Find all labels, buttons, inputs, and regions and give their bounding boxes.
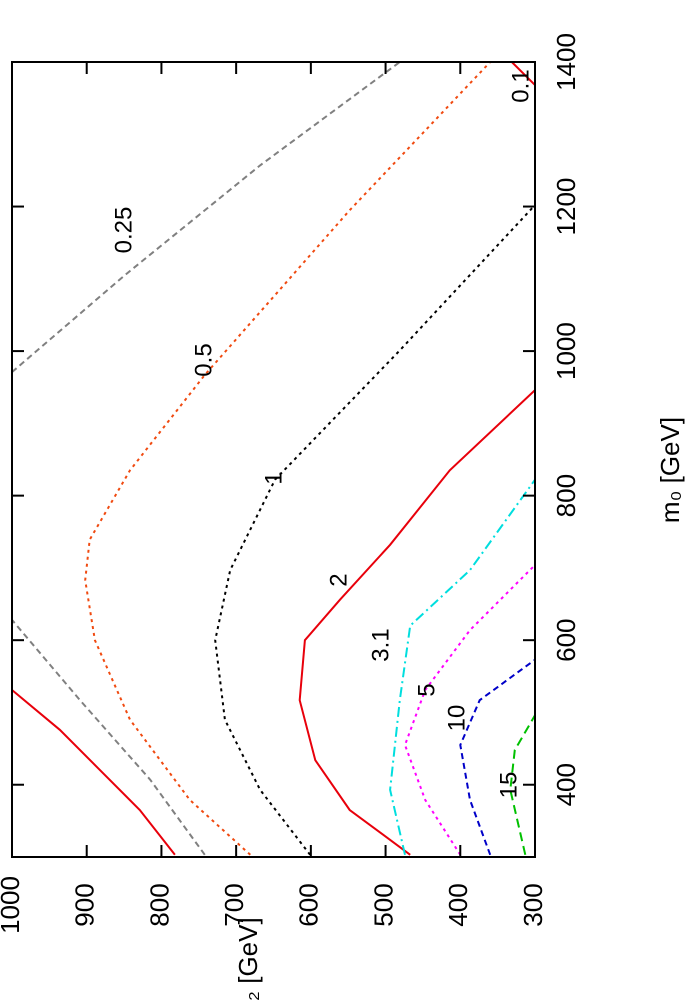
contour-label: 0.5: [190, 343, 217, 376]
contour-line: [11, 61, 401, 856]
y-tick-label: 300: [518, 883, 548, 926]
contour-line: [214, 204, 536, 856]
x-tick-label: 800: [551, 474, 581, 517]
contour-line: [389, 479, 536, 856]
y-axis-label: M₁/₂ [GeV]: [233, 917, 263, 1000]
contour-line: [459, 658, 536, 856]
contour-label: 0.1: [507, 69, 534, 102]
x-tick-label: 1000: [551, 322, 581, 380]
plot-frame: [11, 61, 536, 858]
contour-label: 0.25: [110, 207, 137, 254]
y-tick-label: 600: [294, 883, 324, 926]
contour-line: [84, 61, 491, 856]
contour-line: [509, 714, 536, 856]
contour-line: [298, 389, 536, 856]
y-tick-label: 1000: [0, 876, 25, 934]
y-tick-label: 800: [144, 883, 174, 926]
contour-label: 3.1: [367, 628, 394, 661]
contour-label: 10: [443, 705, 470, 732]
contour-label: 5: [413, 683, 440, 696]
y-tick-label: 900: [70, 883, 100, 926]
y-tick-label: 400: [443, 883, 473, 926]
x-axis-label: m₀ [GeV]: [655, 417, 685, 523]
x-tick-label: 400: [551, 763, 581, 806]
contour-label: 2: [325, 573, 352, 586]
x-tick-label: 1200: [551, 178, 581, 236]
x-tick-label: 1400: [551, 33, 581, 91]
contour-label: 15: [495, 772, 522, 799]
contour-label: 1: [260, 471, 287, 484]
y-tick-label: 700: [219, 883, 249, 926]
x-tick-label: 600: [551, 618, 581, 661]
contour-line: [11, 61, 536, 856]
y-tick-label: 500: [368, 883, 398, 926]
